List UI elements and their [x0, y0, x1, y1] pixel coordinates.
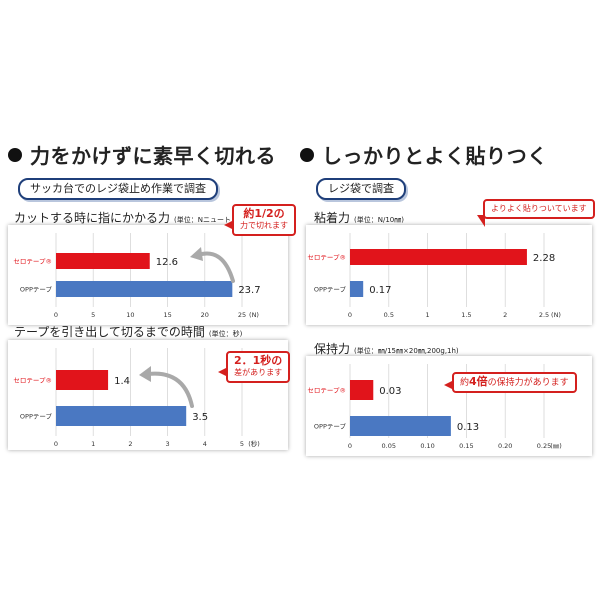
chart-panel-cut-time: 0 1 2 3 4 5 (秒) セロテープ® 1.4 OPPテープ 3.5 [8, 340, 288, 450]
bar [56, 370, 109, 390]
callout-tail [218, 367, 228, 377]
callout-cut-time: 2．1秒の 差があります [218, 351, 291, 383]
data-label: 0.03 [379, 386, 401, 397]
right-survey-pill: レジ袋で調査 [316, 178, 406, 200]
chart-title-adhesion: 粘着力 (単位：N/10㎜) [314, 211, 404, 225]
data-label: 2.28 [533, 253, 555, 264]
x-tick-label: 15 [163, 311, 171, 319]
x-tick-label: 1 [426, 311, 430, 319]
data-label: 0.17 [369, 285, 391, 296]
x-tick-label: 2.5 [539, 311, 549, 319]
bar [350, 249, 527, 265]
category-label: OPPテープ [20, 286, 53, 294]
bar [350, 380, 374, 400]
category-label: セロテープ® [307, 254, 346, 262]
chart-title-cut-time: テープを引き出して切るまでの時間 (単位：秒) [14, 325, 243, 339]
x-tick-label: 2 [128, 440, 132, 448]
x-tick-label: 0.20 [498, 442, 512, 450]
bar [56, 281, 233, 297]
x-tick-label: 0.5 [384, 311, 394, 319]
data-label: 12.6 [156, 257, 178, 268]
x-tick-label: 5 [91, 311, 95, 319]
category-label: OPPテープ [314, 423, 347, 431]
chart-adhesion: 0 0.5 1 1.5 2 2.5 (N) セロテープ® 2.28 OPPテープ 0.17 [307, 233, 561, 319]
chart-cut-force: 0 5 10 15 20 25 (N) セロテープ® 12.6 OPPテープ 23.7 [13, 233, 261, 319]
x-tick-label: 0 [348, 442, 352, 450]
callout-adhesion: よりよく貼りついています [477, 199, 595, 227]
x-tick-label: 0.15 [459, 442, 473, 450]
x-tick-label: 0 [54, 440, 58, 448]
x-unit-label: (㎜) [550, 442, 562, 450]
chart-panel-cut-force: 0 5 10 15 20 25 (N) セロテープ® 12.6 OPPテープ 23.7 [8, 225, 288, 325]
x-tick-label: 0 [54, 311, 58, 319]
arrow-head-icon [139, 366, 151, 382]
x-tick-label: 0.10 [420, 442, 434, 450]
category-label: セロテープ® [307, 387, 346, 395]
x-tick-label: 2 [503, 311, 507, 319]
x-tick-label: 4 [203, 440, 207, 448]
x-tick-label: 0.05 [382, 442, 396, 450]
x-tick-label: 20 [201, 311, 209, 319]
data-label: 1.4 [114, 376, 130, 387]
chart-cut-time: 0 1 2 3 4 5 (秒) セロテープ® 1.4 OPPテープ 3.5 [13, 348, 260, 448]
x-tick-label: 1 [91, 440, 95, 448]
callout-tail [444, 380, 454, 390]
category-label: セロテープ® [13, 258, 52, 266]
chart-title-cut-force: カットする時に指にかかる力 (単位：Nニュートン) [14, 211, 241, 225]
x-unit-label: (N) [249, 311, 259, 319]
x-tick-label: 0 [348, 311, 352, 319]
data-label: 23.7 [238, 285, 260, 296]
bar [350, 281, 364, 297]
data-label: 0.13 [457, 422, 479, 433]
x-unit-label: (秒) [248, 439, 260, 448]
chart-holding: 0 0.05 0.10 0.15 0.20 0.25(㎜) セロテープ® 0.03 OPPテープ… [307, 364, 562, 450]
arrow-head-icon [190, 247, 203, 261]
chart-panel-holding: 0 0.05 0.10 0.15 0.20 0.25 (㎜) セロテープ® 0.03 OPPテープ… [306, 356, 592, 456]
callout-holding: 約4倍の保持力があります [444, 372, 577, 393]
chart-panel-adhesion: 0 0.5 1 1.5 2 2.5 (N) セロテープ® 2.28 OPPテープ 0.17 [306, 225, 592, 325]
bar [56, 253, 150, 269]
comparison-arrow [146, 371, 194, 408]
data-label: 3.5 [192, 412, 208, 423]
callout-cut-force: 約1/2の 力で切れます [224, 204, 296, 236]
category-label: セロテープ® [13, 377, 52, 385]
comparison-arrow [196, 251, 235, 283]
chart-title-holding: 保持力 (単位：㎜/15㎜×20㎜,200g,1h) [314, 342, 459, 356]
left-survey-pill: サッカ台でのレジ袋止め作業で調査 [18, 178, 218, 200]
x-tick-label: 0.25 [537, 442, 551, 450]
x-tick-label: 25 [238, 311, 246, 319]
category-label: OPPテープ [314, 286, 347, 294]
right-section-heading: しっかりとよく貼りつく [300, 140, 548, 169]
bar [56, 406, 187, 426]
x-tick-label: 10 [126, 311, 134, 319]
category-label: OPPテープ [20, 413, 53, 421]
x-tick-label: 5 [240, 440, 244, 448]
bullet-dot-icon [300, 148, 314, 162]
x-tick-label: 1.5 [461, 311, 471, 319]
bullet-dot-icon [8, 148, 22, 162]
bar [350, 416, 451, 436]
x-unit-label: (N) [551, 311, 561, 319]
x-tick-label: 3 [166, 440, 170, 448]
callout-tail [224, 220, 234, 230]
callout-tail [477, 215, 485, 227]
left-section-heading: 力をかけずに素早く切れる [8, 140, 276, 169]
